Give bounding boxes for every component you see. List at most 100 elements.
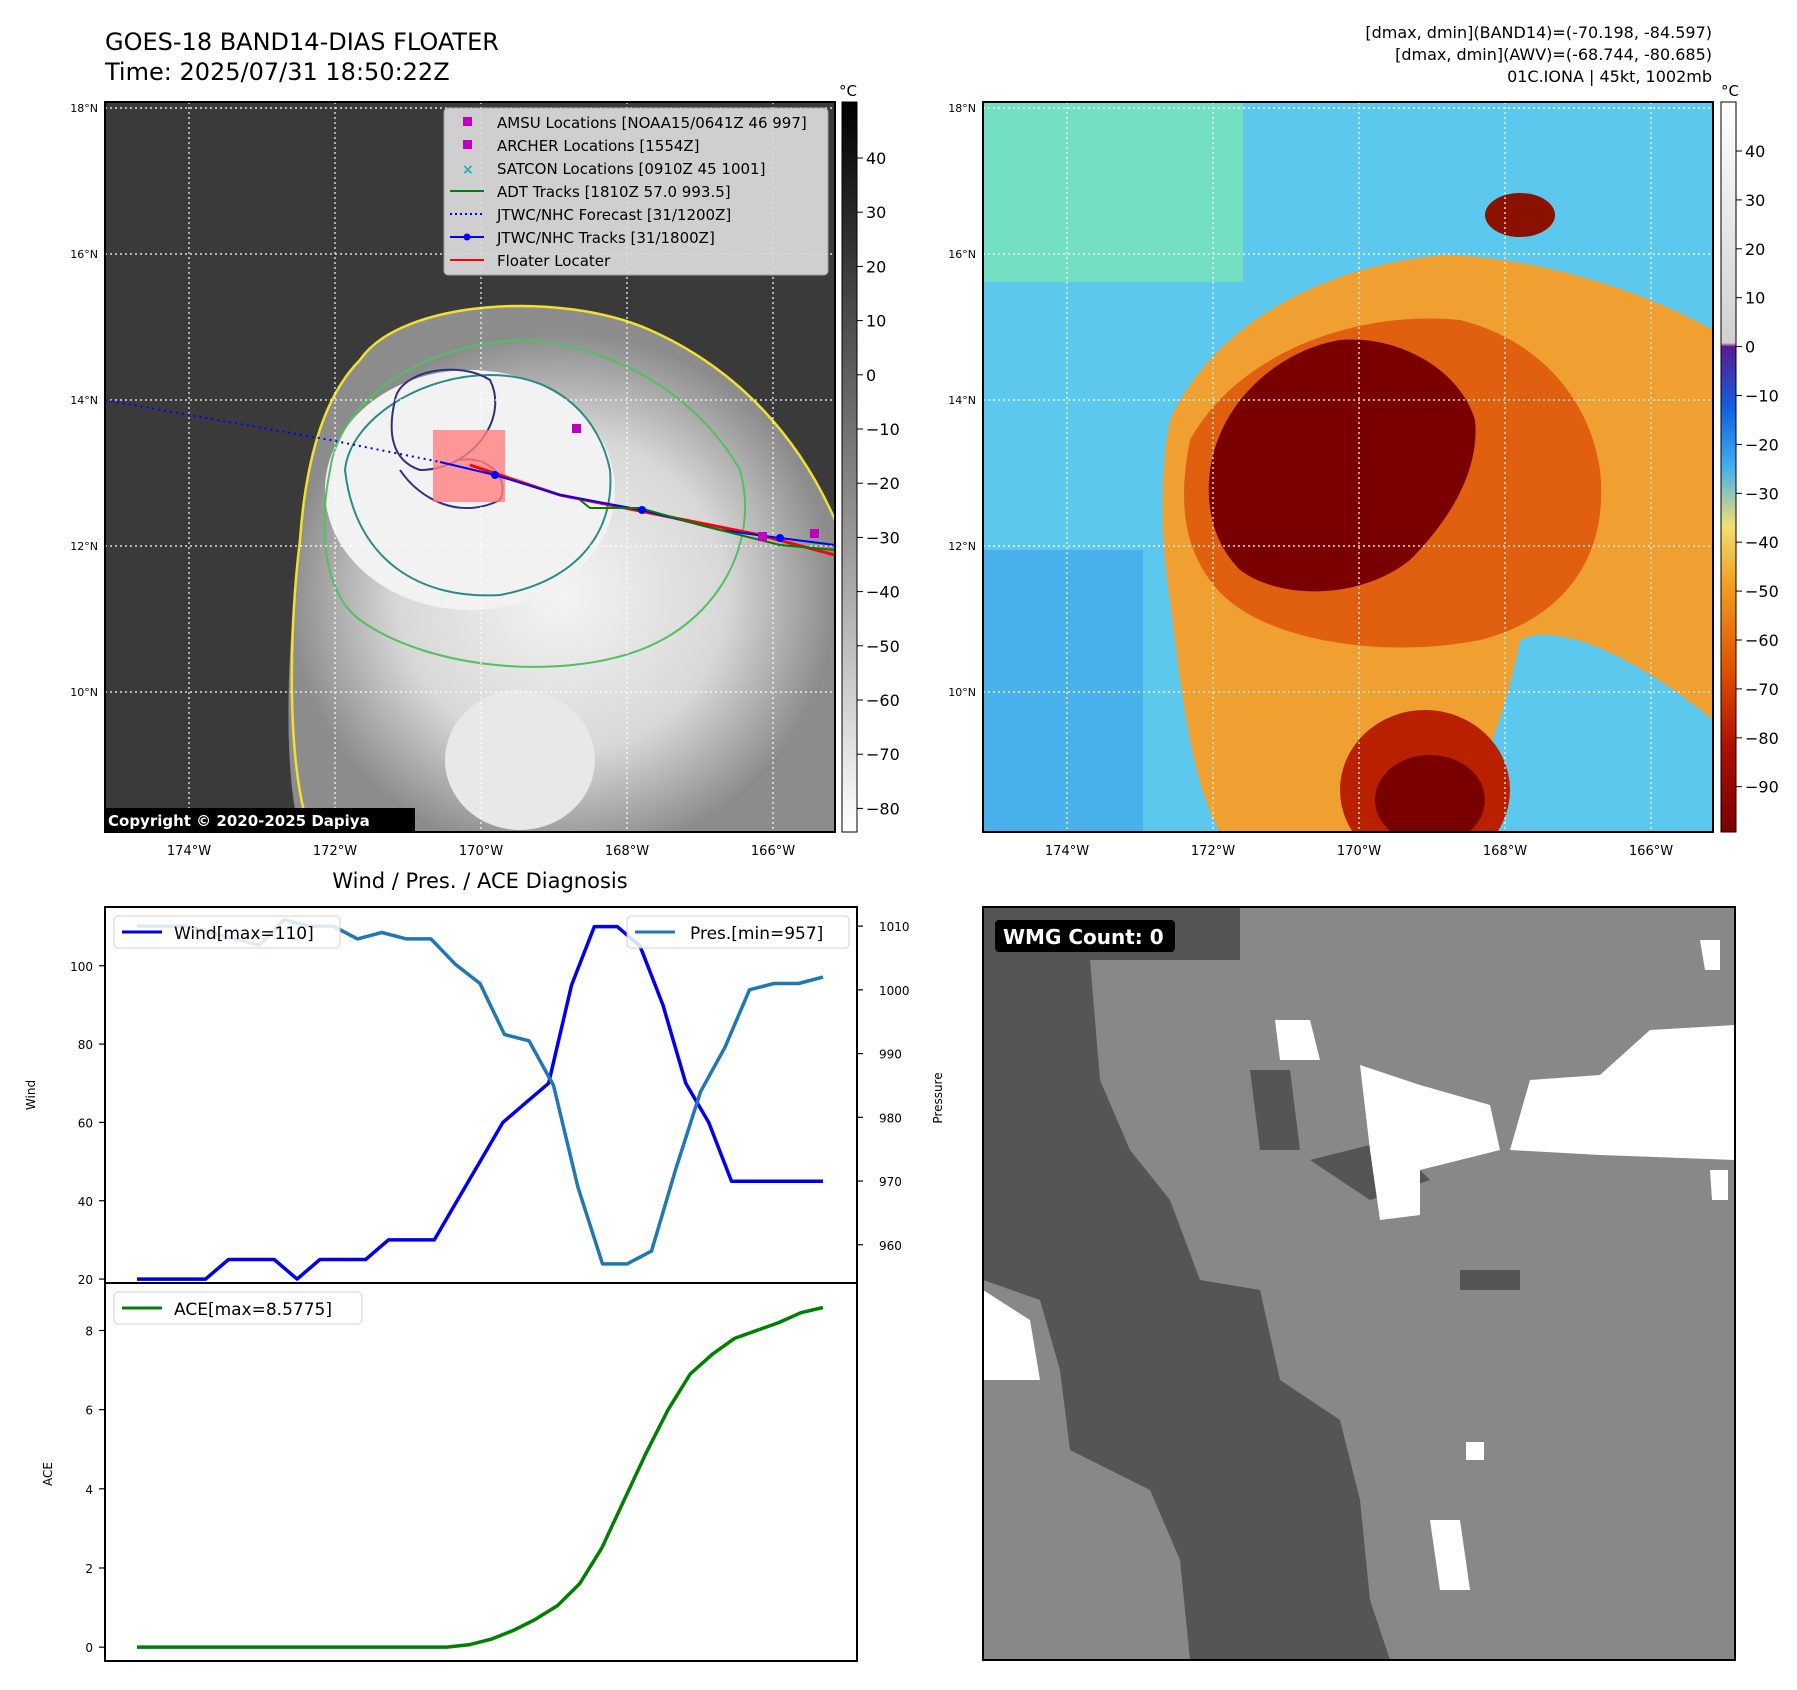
figure-title: GOES-18 BAND14-DIAS FLOATER	[105, 28, 499, 56]
colorbar-tick-label: −10	[1745, 387, 1779, 406]
map-legend: AMSU Locations [NOAA15/0641Z 46 997] ARCH…	[443, 107, 829, 276]
cold-cloud-core	[1208, 339, 1476, 592]
y-tick-label: 6	[85, 1404, 93, 1418]
lat-label: 16°N	[948, 248, 976, 261]
lon-label: 168°W	[1483, 844, 1527, 859]
lat-label: 16°N	[70, 248, 98, 261]
y-tick-label: 0	[85, 1641, 93, 1655]
y2-tick-label: 1000	[879, 984, 910, 998]
wind-axis-label: Wind	[24, 1080, 38, 1110]
colorbar-tick-label: 20	[1745, 240, 1765, 259]
legend-item: ADT Tracks [1810Z 57.0 993.5]	[450, 183, 731, 201]
colorbar-tick-label: −20	[866, 474, 900, 493]
y-tick-label: 4	[85, 1483, 93, 1497]
lon-label: 172°W	[1191, 844, 1235, 859]
ace-legend: ACE[max=8.5775]	[113, 1291, 363, 1325]
legend-label: Floater Locater	[497, 252, 611, 270]
series-line	[137, 924, 823, 1281]
copyright-text: Copyright © 2020-2025 Dapiya	[108, 812, 370, 830]
colorbar-tick-label: −80	[866, 799, 900, 818]
pressure-legend: Pres.[min=957]	[626, 915, 850, 949]
lat-label: 10°N	[948, 686, 976, 699]
wmg-panel: WMG Count: 0	[982, 906, 1736, 1661]
forecast-track	[105, 399, 441, 463]
colorbar-tick-label: 30	[1745, 191, 1765, 210]
pressure-legend-label: Pres.[min=957]	[690, 924, 823, 944]
y-tick-label: 100	[70, 960, 93, 974]
colorbar-tick-label: 0	[1745, 338, 1755, 357]
ace-legend-label: ACE[max=8.5775]	[174, 1300, 332, 1320]
colorbar-tick-label: 40	[866, 149, 886, 168]
colorbar-tick-label: −40	[866, 583, 900, 602]
lon-label: 174°W	[167, 844, 211, 859]
lon-label: 174°W	[1045, 844, 1089, 859]
y-tick-label: 8	[85, 1324, 93, 1338]
wmg-label: WMG Count: 0	[1003, 925, 1164, 949]
legend-item: JTWC/NHC Tracks [31/1800Z]	[450, 229, 715, 247]
legend-label: AMSU Locations [NOAA15/0641Z 46 997]	[497, 114, 807, 132]
colorbar-tick-label: 0	[866, 366, 876, 385]
colorbar-tick-label: 40	[1745, 142, 1765, 161]
colorbar-tick-label: −70	[866, 745, 900, 764]
contour-yellow	[290, 304, 835, 832]
stat-awv: [dmax, dmin](AWV)=(-68.744, -80.685)	[1395, 45, 1712, 64]
y-tick-label: 2	[85, 1562, 93, 1576]
legend-marker	[463, 117, 472, 126]
lon-label: 172°W	[313, 844, 357, 859]
colorbar-tick-label: 30	[866, 203, 886, 222]
lat-label: 14°N	[70, 394, 98, 407]
colorbar-left: °C 40 30 20 10 0 −10 −20 −30 −40 −50 −60 −70 −80	[839, 82, 900, 833]
colorbar-unit: °C	[839, 82, 857, 100]
stat-band14: [dmax, dmin](BAND14)=(-70.198, -84.597)	[1365, 23, 1712, 42]
ace-axis-label: ACE	[41, 1462, 55, 1486]
y-tick-label: 40	[78, 1195, 93, 1209]
pressure-axis-label: Pressure	[931, 1072, 945, 1123]
amsu-marker	[572, 424, 581, 433]
lon-label: 170°W	[1337, 844, 1381, 859]
lon-label: 170°W	[459, 844, 503, 859]
lat-label: 14°N	[948, 394, 976, 407]
colorbar-tick-label: 20	[866, 257, 886, 276]
lon-label: 166°W	[1629, 844, 1673, 859]
colorbar-tick-label: −50	[866, 637, 900, 656]
y-tick-label: 80	[78, 1038, 93, 1052]
colorbar-tick-label: −10	[866, 420, 900, 439]
adt-track	[579, 499, 835, 551]
legend-label: ARCHER Locations [1554Z]	[497, 137, 700, 155]
lat-label: 12°N	[70, 540, 98, 553]
jtwc-point	[491, 471, 499, 479]
legend-label: JTWC/NHC Tracks [31/1800Z]	[496, 229, 715, 247]
wmg-dark-region	[983, 907, 1390, 1660]
colorbar-tick-label: −60	[1745, 631, 1779, 650]
lat-label: 12°N	[948, 540, 976, 553]
legend-label: ADT Tracks [1810Z 57.0 993.5]	[497, 183, 731, 201]
floater-locater-box	[433, 430, 505, 502]
legend-item: AMSU Locations [NOAA15/0641Z 46 997]	[463, 114, 807, 132]
colorbar-tick-label: −40	[1745, 533, 1779, 552]
y-tick-label: 20	[78, 1273, 93, 1287]
jtwc-point	[776, 534, 784, 542]
ace-chart: 0 2 4 6 8 ACE ACE[max=8.5775]	[41, 1282, 858, 1662]
legend-item: JTWC/NHC Forecast [31/1200Z]	[450, 206, 731, 224]
lat-label: 10°N	[70, 686, 98, 699]
legend-item: Floater Locater	[450, 252, 611, 270]
legend-item: × SATCON Locations [0910Z 45 1001]	[462, 160, 765, 178]
lat-label: 18°N	[70, 102, 98, 115]
y2-tick-label: 980	[879, 1111, 902, 1125]
contour-teal	[343, 373, 612, 597]
legend-marker: ×	[462, 162, 474, 178]
lon-label: 166°W	[751, 844, 795, 859]
wmg-label-box	[995, 920, 1175, 952]
copyright-box	[105, 808, 415, 832]
jtwc-point	[638, 506, 646, 514]
y2-tick-label: 960	[879, 1239, 902, 1253]
colorbar-tick-label: −30	[1745, 484, 1779, 503]
lat-label: 18°N	[948, 102, 976, 115]
archer-marker	[810, 529, 819, 538]
colorbar-tick-label: 10	[866, 312, 886, 331]
colorbar-tick-label: −20	[1745, 435, 1779, 454]
figure-time: Time: 2025/07/31 18:50:22Z	[104, 58, 450, 86]
y2-tick-label: 1010	[879, 920, 910, 934]
lon-label: 168°W	[605, 844, 649, 859]
